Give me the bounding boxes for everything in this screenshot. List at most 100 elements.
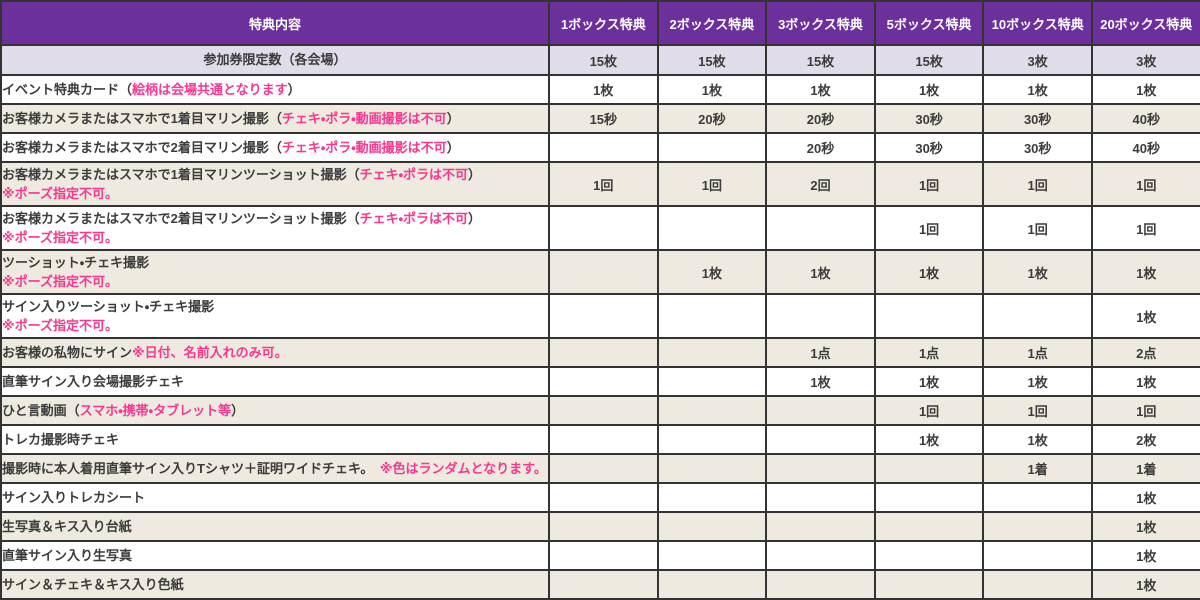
table-header-row: 特典内容 1ボックス特典 2ボックス特典 3ボックス特典 5ボックス特典 10ボックス特… (0, 0, 1200, 46)
column-header-box-1: 1ボックス特典 (548, 0, 659, 46)
benefit-row-16: サイン＆チェキ＆キス入り色紙 1枚 (0, 569, 1200, 600)
benefit-value-cell-2 (656, 337, 768, 368)
benefit-value-cell-1 (548, 205, 659, 251)
limit-value-cell-6: 3枚 (1090, 44, 1200, 76)
benefit-value-cell-4: 30秒 (873, 132, 985, 163)
benefit-value-cell-2 (656, 424, 768, 455)
benefit-value-cell-1 (548, 132, 659, 163)
column-header-box-4: 5ボックス特典 (873, 0, 985, 46)
benefit-value-cell-5 (982, 511, 1093, 542)
column-header-box-5: 10ボックス特典 (982, 0, 1093, 46)
benefit-value-cell-2 (656, 366, 768, 397)
benefit-value-cell-6: 1枚 (1090, 366, 1200, 397)
benefit-value-cell-1 (548, 337, 659, 368)
label-segment: 直筆サイン入り会場撮影チェキ (2, 373, 185, 389)
benefit-value-cell-3 (765, 540, 876, 571)
benefit-row-2: お客様カメラまたはスマホで1着目マリン撮影（チェキ・ポラ・動画撮影は不可） 15秒… (0, 103, 1200, 134)
benefit-value-cell-3 (765, 424, 876, 455)
label-segment: お客様カメラまたはスマホで1着目マリンツーショット撮影（ (2, 166, 360, 182)
label-segment-pink: チェキ・ポラは不可 (359, 210, 469, 226)
label-segment-pink: ※ポーズ指定不可。 (2, 318, 118, 333)
benefit-label-cell: 生写真＆キス入り台紙 (0, 511, 550, 542)
label-segment: ひと言動画（ (2, 402, 80, 418)
benefit-value-cell-2 (656, 569, 768, 600)
benefit-value-cell-5: 1枚 (982, 424, 1093, 455)
benefit-value-cell-6: 40秒 (1090, 132, 1200, 163)
benefit-label-cell: 直筆サイン入り会場撮影チェキ (0, 366, 550, 397)
benefit-row-4: お客様カメラまたはスマホで1着目マリンツーショット撮影（チェキ・ポラは不可） ※ポ… (0, 161, 1200, 207)
benefit-value-cell-1 (548, 424, 659, 455)
column-header-box-6: 20ボックス特典 (1090, 0, 1200, 46)
benefit-value-cell-2 (656, 132, 768, 163)
benefit-row-15: 直筆サイン入り生写真 1枚 (0, 540, 1200, 571)
benefit-label-cell: サイン入りツーショット・チェキ撮影 ※ポーズ指定不可。 (0, 293, 550, 339)
benefit-label-cell: お客様カメラまたはスマホで2着目マリンツーショット撮影（チェキ・ポラは不可） ※ポ… (0, 205, 550, 251)
benefit-value-cell-4 (873, 569, 985, 600)
benefit-value-cell-5: 1回 (982, 395, 1093, 426)
benefit-value-cell-1 (548, 482, 659, 513)
benefit-value-cell-1: 1回 (548, 161, 659, 207)
benefit-value-cell-1 (548, 453, 659, 484)
label-segment: ） (468, 166, 482, 182)
benefit-value-cell-5: 1着 (982, 453, 1093, 484)
benefit-value-cell-4: 1枚 (873, 366, 985, 397)
column-header-benefit-content: 特典内容 (0, 0, 550, 46)
limit-value-cell-3: 15枚 (765, 44, 876, 76)
limit-count-row: 参加券限定数（各会場） 15枚 15枚 15枚 15枚 3枚 3枚 (0, 44, 1200, 76)
limit-value-cell-1: 15枚 (548, 44, 659, 76)
benefit-value-cell-4: 1回 (873, 205, 985, 251)
label-segment: ） (468, 210, 482, 226)
label-segment: トレカ撮影時チェキ (2, 431, 120, 447)
label-segment: ツーショット・チェキ撮影 (2, 254, 150, 270)
limit-row-label: 参加券限定数（各会場） (0, 44, 550, 76)
benefit-value-cell-6: 1回 (1090, 205, 1200, 251)
label-segment-pink: チェキ・ポラは不可 (359, 166, 469, 182)
label-segment-pink: ※色はランダムとなります。 (379, 460, 547, 476)
benefit-value-cell-1 (548, 366, 659, 397)
label-segment: ） (287, 81, 301, 97)
benefit-label-line2: ※ポーズ指定不可。 (2, 184, 547, 204)
benefit-value-cell-2 (656, 453, 768, 484)
benefit-value-cell-5: 30秒 (982, 103, 1093, 134)
benefit-value-cell-3: 20秒 (765, 103, 876, 134)
benefit-value-cell-4: 1回 (873, 161, 985, 207)
label-segment: ） (231, 402, 245, 418)
benefit-value-cell-6: 2点 (1090, 337, 1200, 368)
label-segment: サイン＆チェキ＆キス入り色紙 (2, 576, 184, 592)
benefit-label-cell: サイン入りトレカシート (0, 482, 550, 513)
label-segment: 生写真＆キス入り台紙 (2, 518, 132, 534)
benefit-value-cell-2 (656, 482, 768, 513)
benefit-value-cell-2: 1枚 (656, 249, 768, 295)
benefit-row-10: ひと言動画（スマホ・携帯・タブレット等） 1回 1回 1回 (0, 395, 1200, 426)
benefit-value-cell-6: 1枚 (1090, 511, 1200, 542)
label-segment: ） (446, 110, 460, 126)
benefit-value-cell-2 (656, 395, 768, 426)
benefit-value-cell-4: 1回 (873, 395, 985, 426)
benefit-value-cell-2 (656, 511, 768, 542)
label-segment-pink: ※ポーズ指定不可。 (2, 186, 118, 201)
benefit-value-cell-3 (765, 569, 876, 600)
label-segment: お客様の私物にサイン (2, 344, 133, 360)
benefit-value-cell-3: 20秒 (765, 132, 876, 163)
benefit-value-cell-6: 1回 (1090, 395, 1200, 426)
benefit-label-cell: ひと言動画（スマホ・携帯・タブレット等） (0, 395, 550, 426)
benefit-value-cell-3 (765, 511, 876, 542)
label-segment: サイン入りツーショット・チェキ撮影 (2, 298, 215, 314)
limit-value-cell-4: 15枚 (873, 44, 985, 76)
benefit-value-cell-5: 1枚 (982, 249, 1093, 295)
benefit-value-cell-2: 20秒 (656, 103, 768, 134)
benefit-label-cell: 撮影時に本人着用直筆サイン入りTシャツ＋証明ワイドチェキ。 ※色はランダムとなり… (0, 453, 550, 484)
benefit-value-cell-3 (765, 293, 876, 339)
column-header-box-3: 3ボックス特典 (765, 0, 876, 46)
benefit-row-1: イベント特典カード（絵柄は会場共通となります） 1枚 1枚 1枚 1枚 1枚 1枚 (0, 74, 1200, 105)
benefit-value-cell-2 (656, 540, 768, 571)
benefit-value-cell-3: 2回 (765, 161, 876, 207)
benefit-value-cell-1: 15秒 (548, 103, 659, 134)
benefit-label-line2: ※ポーズ指定不可。 (3, 272, 547, 292)
label-segment: イベント特典カード（ (2, 81, 133, 97)
benefit-value-cell-2: 1回 (656, 161, 768, 207)
benefit-value-cell-4: 30秒 (873, 103, 985, 134)
label-segment-pink: チェキ・ポラ・動画撮影は不可 (281, 110, 447, 126)
